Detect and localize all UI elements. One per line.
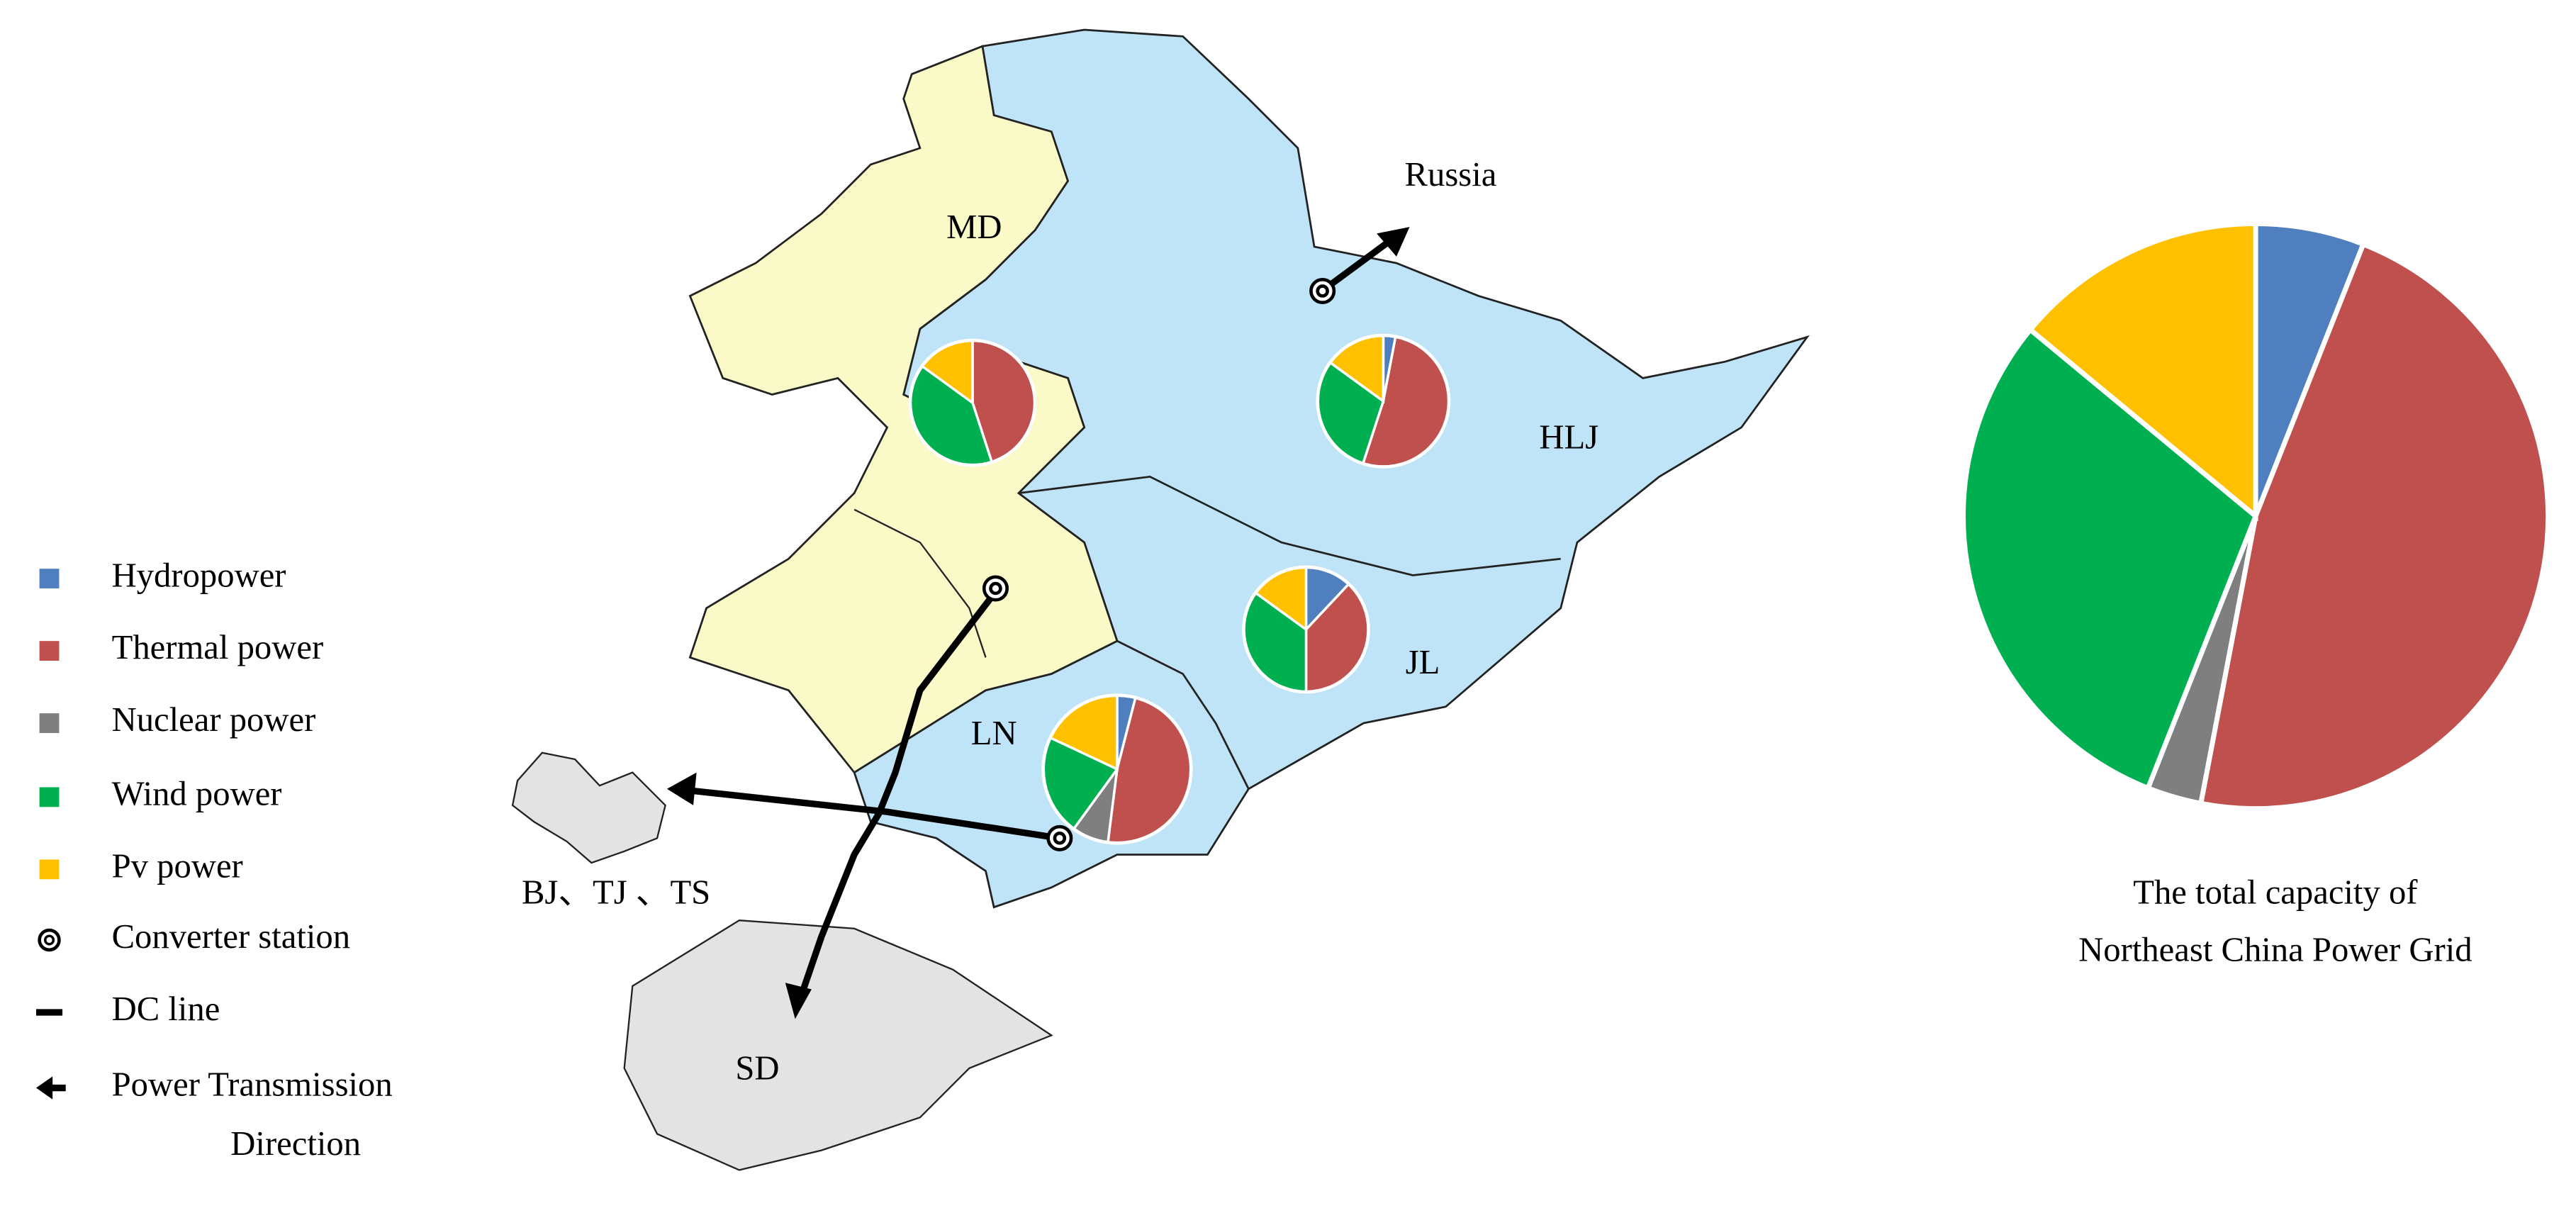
region-sd xyxy=(623,919,1053,1171)
region-label: HLJ xyxy=(1539,418,1598,457)
converter-station xyxy=(989,581,1002,596)
legend-swatch xyxy=(39,569,60,589)
border xyxy=(853,508,987,658)
dc-line xyxy=(689,787,1060,842)
converter-stations xyxy=(982,277,1336,851)
region-md xyxy=(688,45,1119,774)
legend-station-icon xyxy=(43,934,55,946)
converter-station xyxy=(1316,284,1329,298)
pie-outline xyxy=(908,338,1037,467)
region-label: JL xyxy=(1406,643,1440,681)
arrowhead xyxy=(666,772,697,805)
pie-outline xyxy=(1041,693,1193,845)
border xyxy=(1116,639,1250,790)
dc-line xyxy=(1322,235,1396,292)
region-label: MD xyxy=(946,208,1002,246)
legend-text: DC line xyxy=(112,990,220,1028)
place-label: Russia xyxy=(1405,155,1497,194)
legend-text: Power Transmission xyxy=(112,1066,393,1104)
arrowhead xyxy=(785,983,812,1019)
arrowheads xyxy=(666,227,1410,1019)
legend-text: Converter station xyxy=(112,917,350,956)
legend-swatch xyxy=(39,787,60,807)
legend-arrow-icon xyxy=(35,1076,53,1100)
pie-outline xyxy=(1242,565,1370,694)
legend: Converter station DC line Power Transmis… xyxy=(35,917,393,1163)
dc-lines xyxy=(689,235,1396,995)
caption: The total capacity of xyxy=(2133,873,2418,912)
legend-text: Nuclear power xyxy=(112,700,316,739)
converter-station xyxy=(1053,832,1067,845)
pie-outline xyxy=(1961,222,2550,810)
place-label: SD xyxy=(735,1049,779,1088)
place-label: BJ、TJ 、TS xyxy=(522,873,710,912)
legend-swatch xyxy=(39,859,60,880)
caption: Northeast China Power Grid xyxy=(2078,931,2472,969)
legend-text: Direction xyxy=(230,1124,361,1163)
legend-text: Thermal power xyxy=(112,628,324,666)
region-bj xyxy=(511,751,666,864)
legend-swatch xyxy=(39,641,60,661)
arrowhead xyxy=(1377,227,1410,257)
region-label: LN xyxy=(971,714,1017,752)
legend-text: Hydropower xyxy=(112,556,286,594)
legend-text: Wind power xyxy=(112,775,282,813)
pie-outline xyxy=(1316,333,1451,469)
legend-swatch xyxy=(39,713,60,733)
border xyxy=(1018,475,1561,576)
legend-text: Pv power xyxy=(112,846,243,885)
